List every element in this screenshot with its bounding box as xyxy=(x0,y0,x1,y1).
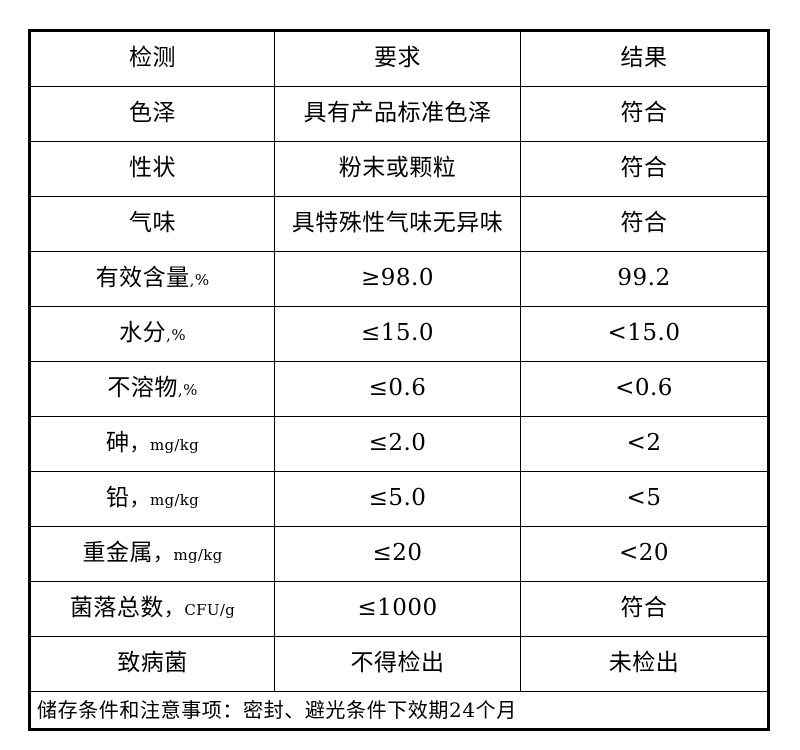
item-label: 铅 xyxy=(105,485,130,512)
cell-requirement: ≤2.0 xyxy=(274,416,521,472)
table-row: 致病菌 不得检出 未检出 xyxy=(29,636,769,692)
item-label: 砷 xyxy=(105,430,130,457)
table-footer: 储存条件和注意事项：密封、避光条件下效期24个月 xyxy=(29,691,769,730)
cell-result: 符合 xyxy=(520,196,769,252)
column-header-item: 检测 xyxy=(29,30,275,87)
footer-note-row: 储存条件和注意事项：密封、避光条件下效期24个月 xyxy=(29,691,769,730)
item-unit: mg/kg xyxy=(149,491,200,510)
table-row: 气味 具特殊性气味无异味 符合 xyxy=(29,196,769,252)
table-header-row: 检测 要求 结果 xyxy=(29,30,769,87)
item-unit-separator: , xyxy=(189,271,195,290)
table-row: 有效含量,% ≥98.0 99.2 xyxy=(29,251,769,307)
cell-item: 色泽 xyxy=(29,86,275,142)
item-label: 重金属 xyxy=(82,540,153,567)
item-label: 色泽 xyxy=(129,100,176,127)
table-row: 重金属，mg/kg ≤20 <20 xyxy=(29,526,769,582)
cell-result: <15.0 xyxy=(520,306,769,362)
cell-item: 菌落总数，CFU/g xyxy=(29,581,275,637)
footer-note: 储存条件和注意事项：密封、避光条件下效期24个月 xyxy=(29,691,769,730)
cell-requirement: ≤15.0 xyxy=(274,306,521,362)
table-row: 性状 粉末或颗粒 符合 xyxy=(29,141,769,197)
item-unit: % xyxy=(194,271,210,290)
item-unit-separator: , xyxy=(166,326,172,345)
specification-table: 检测 要求 结果 色泽 具有产品标准色泽 符合 性状 粉末或颗粒 符合 气味 具特殊性气味无异… xyxy=(28,29,770,731)
item-label: 不溶物 xyxy=(107,375,178,402)
table-body: 色泽 具有产品标准色泽 符合 性状 粉末或颗粒 符合 气味 具特殊性气味无异味 符合 有效含量,%… xyxy=(29,86,769,692)
cell-requirement: ≥98.0 xyxy=(274,251,521,307)
cell-item: 砷，mg/kg xyxy=(29,416,275,472)
item-label: 性状 xyxy=(129,155,176,182)
item-unit-separator: , xyxy=(177,381,184,400)
table-row: 不溶物,% ≤0.6 <0.6 xyxy=(29,361,769,417)
table-row: 菌落总数，CFU/g ≤1000 符合 xyxy=(29,581,769,637)
item-label: 菌落总数 xyxy=(69,595,164,622)
item-unit-separator: ， xyxy=(163,596,185,621)
item-unit: % xyxy=(183,381,198,400)
cell-item: 性状 xyxy=(29,141,275,197)
item-label: 水分 xyxy=(119,320,167,347)
table-header: 检测 要求 结果 xyxy=(29,30,769,87)
cell-item: 气味 xyxy=(29,196,275,252)
item-label: 致病菌 xyxy=(117,650,188,677)
column-header-result: 结果 xyxy=(520,30,769,87)
cell-item: 重金属，mg/kg xyxy=(29,526,275,582)
table-row: 色泽 具有产品标准色泽 符合 xyxy=(29,86,769,142)
cell-requirement: ≤0.6 xyxy=(274,361,521,417)
item-unit: mg/kg xyxy=(173,546,223,565)
item-unit: mg/kg xyxy=(149,436,200,455)
cell-requirement: 不得检出 xyxy=(274,636,521,692)
cell-result: 符合 xyxy=(520,581,769,637)
cell-requirement: ≤5.0 xyxy=(274,471,521,527)
cell-result: 符合 xyxy=(520,141,769,197)
item-label: 气味 xyxy=(129,210,176,237)
column-header-requirement: 要求 xyxy=(274,30,521,87)
item-label: 有效含量 xyxy=(95,265,190,292)
item-unit-separator: ， xyxy=(129,486,150,511)
item-unit-separator: ， xyxy=(129,431,150,456)
cell-result: 99.2 xyxy=(520,251,769,307)
cell-requirement: ≤20 xyxy=(274,526,521,582)
cell-item: 不溶物,% xyxy=(29,361,275,417)
cell-result: <5 xyxy=(520,471,769,527)
table-row: 水分,% ≤15.0 <15.0 xyxy=(29,306,769,362)
item-unit: CFU/g xyxy=(184,601,236,620)
cell-item: 致病菌 xyxy=(29,636,275,692)
table-row: 砷，mg/kg ≤2.0 <2 xyxy=(29,416,769,472)
table-row: 铅，mg/kg ≤5.0 <5 xyxy=(29,471,769,527)
cell-result: <20 xyxy=(520,526,769,582)
cell-item: 水分,% xyxy=(29,306,275,362)
cell-requirement: 粉末或颗粒 xyxy=(274,141,521,197)
cell-result: 符合 xyxy=(520,86,769,142)
cell-requirement: 具特殊性气味无异味 xyxy=(274,196,521,252)
cell-result: <2 xyxy=(520,416,769,472)
cell-requirement: 具有产品标准色泽 xyxy=(274,86,521,142)
cell-item: 有效含量,% xyxy=(29,251,275,307)
item-unit-separator: ， xyxy=(152,541,174,566)
cell-result: 未检出 xyxy=(520,636,769,692)
cell-result: <0.6 xyxy=(520,361,769,417)
cell-requirement: ≤1000 xyxy=(274,581,521,637)
cell-item: 铅，mg/kg xyxy=(29,471,275,527)
item-unit: % xyxy=(171,326,186,345)
